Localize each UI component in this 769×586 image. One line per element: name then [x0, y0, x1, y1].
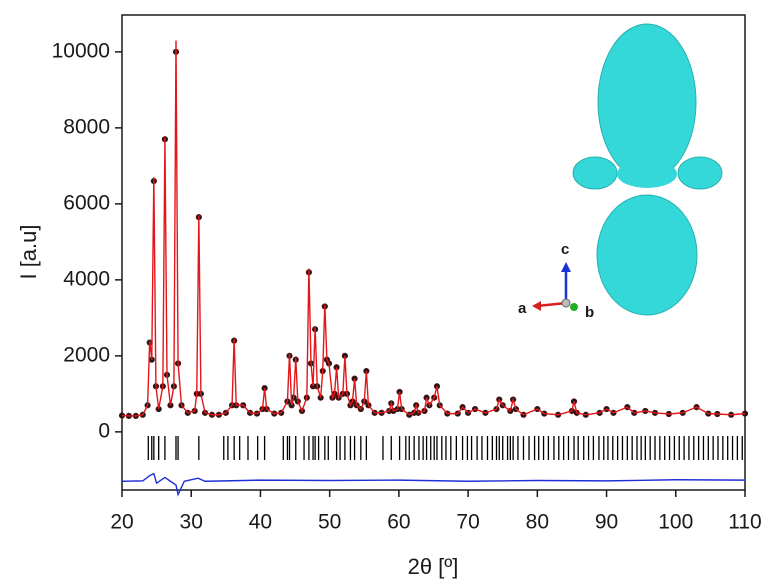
x-tick-label: 40 — [249, 511, 272, 534]
x-tick-label: 60 — [387, 511, 410, 534]
arrow-head — [561, 262, 571, 272]
lobe — [596, 194, 698, 316]
series-line — [121, 472, 746, 497]
y-tick-label: 2000 — [63, 343, 110, 366]
x-tick-label: 90 — [595, 511, 618, 534]
y-tick-label: 8000 — [63, 115, 110, 138]
lobe — [677, 156, 723, 190]
x-axis-title: 2θ [º] — [408, 554, 459, 579]
structure-inset: a b c — [518, 23, 723, 321]
x-tick-label: 30 — [180, 511, 203, 534]
y-tick-label: 0 — [98, 419, 110, 442]
lobe — [572, 156, 618, 190]
origin — [561, 298, 571, 308]
lobe — [597, 23, 697, 181]
x-tick-label: 70 — [456, 511, 479, 534]
x-tick-label: 20 — [110, 511, 133, 534]
series-line — [121, 40, 746, 417]
axis-label: a — [518, 300, 527, 317]
axis-label: b — [585, 304, 594, 321]
x-tick-label: 100 — [658, 511, 693, 534]
y-axis-title: I [a.u] — [16, 224, 41, 279]
x-tick-label: 110 — [728, 511, 761, 534]
plot-frame — [121, 14, 746, 491]
b-axis — [570, 303, 578, 311]
y-tick-label: 6000 — [63, 191, 110, 214]
arrow-head — [532, 301, 541, 311]
axis-label: c — [561, 241, 569, 258]
axis-arrow — [536, 301, 567, 308]
y-tick-label: 4000 — [63, 267, 110, 290]
x-tick-label: 80 — [526, 511, 549, 534]
lobe — [617, 160, 677, 188]
x-tick-label: 50 — [318, 511, 341, 534]
y-tick-label: 10000 — [52, 39, 110, 62]
